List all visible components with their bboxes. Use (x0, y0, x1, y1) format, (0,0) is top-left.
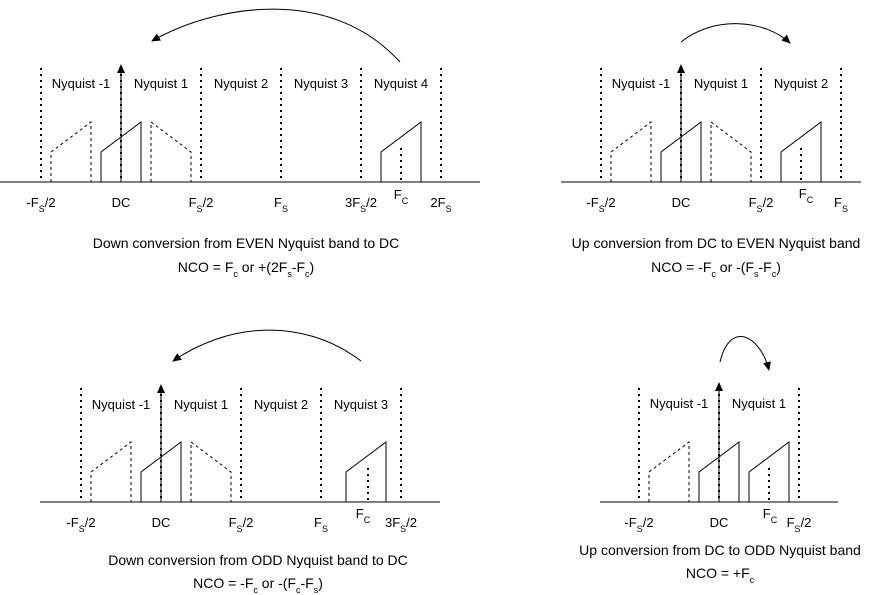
tick-label: DC (672, 195, 691, 210)
tick-label: -FS/2 (586, 195, 615, 214)
translation-arrow (172, 329, 362, 362)
band-label: Nyquist 1 (134, 76, 188, 91)
caption: Up conversion from DC to EVEN Nyquist ba… (572, 235, 861, 251)
tick-label: FS/2 (189, 195, 214, 214)
signal-spectrum (780, 121, 822, 182)
tick-label: 2FS (430, 195, 451, 214)
image-spectrum (648, 441, 690, 502)
tick-label: FS (274, 195, 288, 214)
signal-spectrum (140, 441, 182, 502)
image-spectrum (150, 121, 192, 182)
fc-label: FC (763, 506, 778, 525)
signal-spectrum (100, 121, 142, 182)
tick-label: FS (834, 195, 848, 214)
caption: Down conversion from EVEN Nyquist band t… (93, 235, 400, 251)
panel-even-up: Nyquist -1 Nyquist 1 Nyquist 2 -FS/2 DC FS/2 F… (561, 23, 861, 279)
nco-formula: NCO = -Fc or -(Fs-Fc) (651, 259, 781, 279)
nco-formula: NCO = -Fc or -(Fc-Fs) (193, 575, 323, 595)
tick-label: -FS/2 (26, 195, 55, 214)
fc-label: FC (799, 186, 814, 205)
band-label: Nyquist 2 (774, 76, 828, 91)
image-spectrum (610, 121, 652, 182)
band-label: Nyquist -1 (52, 76, 111, 91)
nco-formula: NCO = Fc or +(2Fs-Fc) (178, 259, 314, 279)
translation-arrow (680, 23, 791, 44)
band-label: Nyquist -1 (92, 397, 151, 412)
tick-label: FS/2 (749, 195, 774, 214)
image-spectrum (190, 441, 232, 502)
band-label: Nyquist 4 (374, 76, 428, 91)
band-label: Nyquist 1 (732, 396, 786, 411)
tick-label: -FS/2 (66, 515, 95, 534)
band-label: Nyquist 3 (294, 76, 348, 91)
tick-label: DC (710, 515, 729, 530)
panel-even-down: Nyquist -1 Nyquist 1 Nyquist 2 Nyquist 3 Nyq… (0, 8, 480, 279)
tick-label: FS/2 (229, 515, 254, 534)
band-label: Nyquist 2 (214, 76, 268, 91)
tick-label: FS (314, 515, 328, 534)
image-spectrum (710, 121, 752, 182)
nco-formula: NCO = +Fc (686, 565, 755, 585)
image-spectrum (50, 121, 92, 182)
translation-arrow (719, 336, 771, 371)
band-label: Nyquist 2 (254, 397, 308, 412)
signal-spectrum (380, 121, 422, 182)
image-spectrum (90, 441, 132, 502)
tick-label: DC (112, 195, 131, 210)
caption: Up conversion from DC to ODD Nyquist ban… (579, 542, 861, 558)
band-label: Nyquist 1 (694, 76, 748, 91)
panel-odd-down: Nyquist -1 Nyquist 1 Nyquist 2 Nyquist 3 -FS… (40, 329, 440, 595)
tick-label: FS/2 (787, 515, 812, 534)
signal-spectrum (660, 121, 702, 182)
caption: Down conversion from ODD Nyquist band to… (108, 552, 408, 568)
band-label: Nyquist -1 (650, 396, 709, 411)
signal-spectrum (698, 441, 740, 502)
tick-label: DC (152, 515, 171, 530)
fc-label: FC (394, 187, 409, 206)
signal-spectrum (345, 441, 387, 502)
band-label: Nyquist -1 (612, 76, 671, 91)
tick-label: 3FS/2 (385, 515, 417, 534)
tick-label: -FS/2 (624, 515, 653, 534)
signal-spectrum (748, 441, 790, 502)
panel-odd-up: Nyquist -1 Nyquist 1 -FS/2 DC FS/2 FC Up conve… (579, 336, 861, 585)
translation-arrow (151, 8, 401, 63)
tick-label: 3FS/2 (345, 195, 377, 214)
band-label: Nyquist 3 (334, 397, 388, 412)
fc-label: FC (356, 506, 371, 525)
band-label: Nyquist 1 (174, 397, 228, 412)
